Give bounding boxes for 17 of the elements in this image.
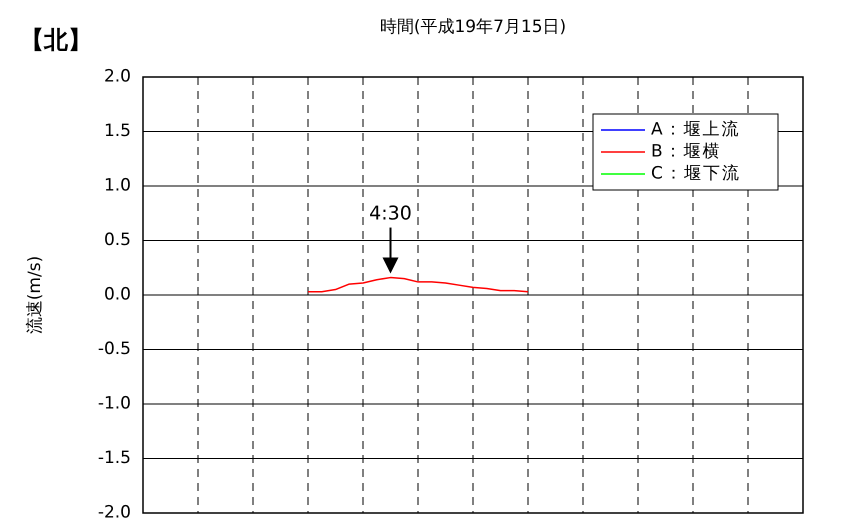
- legend-label: A：堰上流: [651, 120, 741, 140]
- y-tick-label: -1.0: [98, 394, 131, 414]
- chart-subtitle: 【北】: [20, 26, 92, 54]
- legend-label: C：堰下流: [651, 164, 741, 184]
- y-tick-label: 0.5: [104, 230, 131, 250]
- y-tick-label: 1.0: [104, 176, 131, 196]
- line-series: [307, 276, 529, 292]
- legend-label: B：堰横: [651, 142, 722, 162]
- y-axis-title: 流速(m/s): [25, 256, 45, 334]
- x-axis-title: 時間(平成19年7月15日): [380, 17, 566, 37]
- y-tick-label: -1.5: [98, 448, 131, 468]
- annotation: 4:30: [369, 202, 412, 225]
- y-tick-label: -2.0: [98, 502, 131, 523]
- y-tick-label: 1.5: [104, 121, 131, 142]
- y-tick-label: 2.0: [104, 66, 131, 87]
- y-tick-label: 0.0: [104, 284, 131, 305]
- y-tick-label: -0.5: [98, 339, 131, 360]
